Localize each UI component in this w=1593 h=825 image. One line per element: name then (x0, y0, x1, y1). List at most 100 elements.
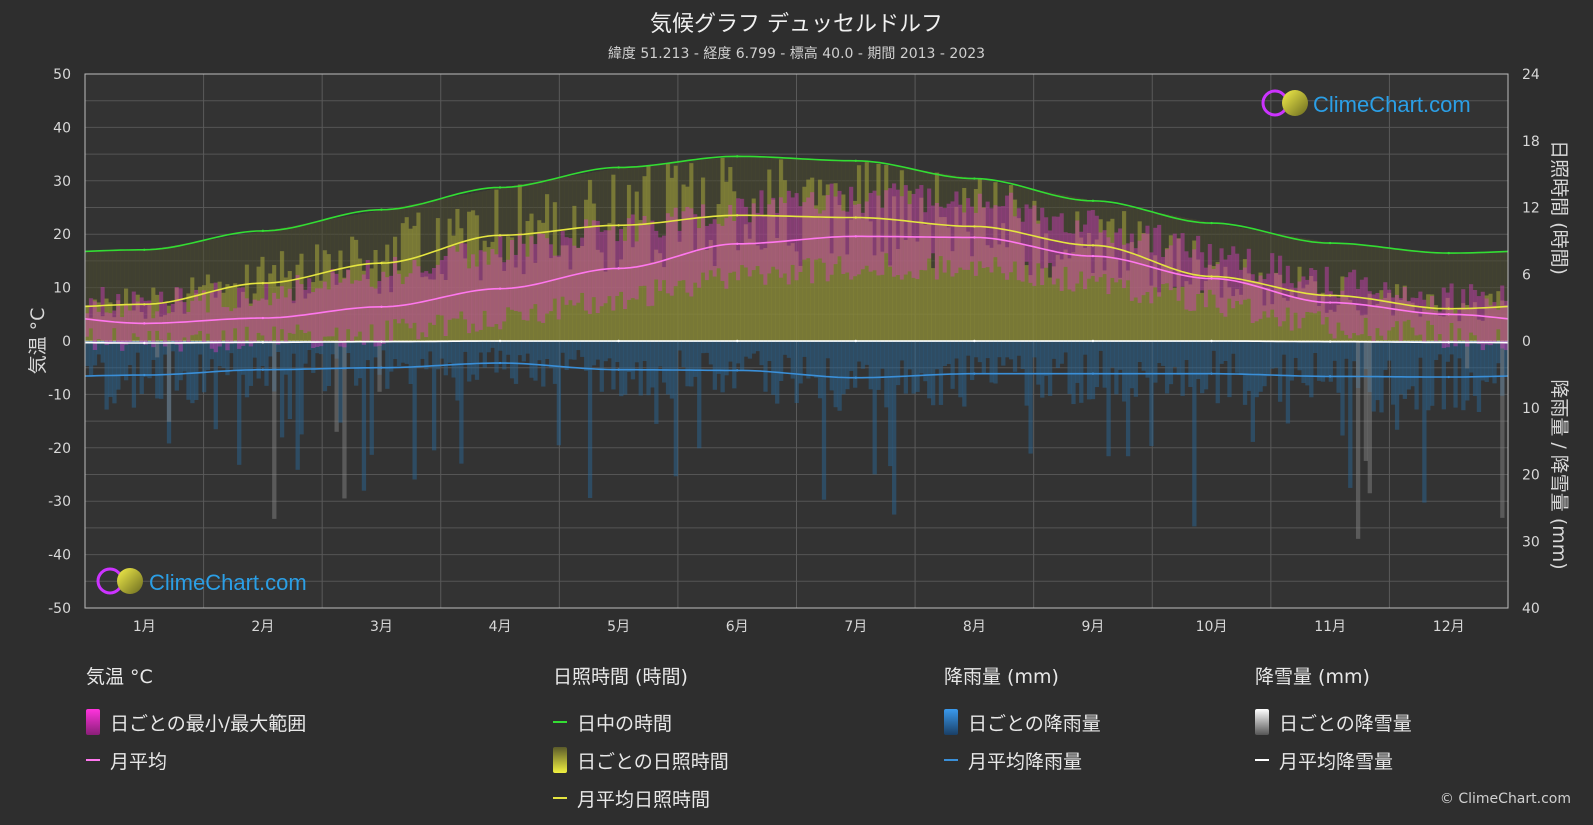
sunshine-bar (794, 251, 799, 341)
rain-bar (1480, 341, 1486, 381)
daylight-bar (661, 163, 667, 341)
sunshine-bar (194, 293, 199, 341)
rain-bar (233, 341, 238, 371)
temp-range-bar (1293, 288, 1298, 313)
temp-range-bar (782, 203, 788, 274)
temp-range-bar (1075, 220, 1080, 284)
temp-range-bar (272, 292, 277, 327)
series-line-temperature-point (261, 316, 265, 320)
rain-bar (252, 341, 257, 358)
sunshine-bar (1071, 252, 1076, 341)
temp-range-bar (1223, 259, 1228, 317)
temp-range-bar (977, 193, 983, 262)
sunshine-bar (677, 241, 682, 341)
rain-bar (611, 341, 616, 390)
rain-bar (923, 341, 928, 382)
snow-bar (334, 341, 339, 432)
rain-bar (1231, 341, 1236, 354)
temp-range-bar (642, 215, 647, 286)
rain-bar (1133, 341, 1139, 397)
sunshine-bar (100, 316, 105, 341)
rain-bar (225, 341, 230, 376)
temp-range-bar (1235, 253, 1240, 302)
rain-bar (747, 341, 753, 359)
rain-bar (591, 341, 597, 366)
sunshine-bar (1238, 294, 1244, 341)
brand-logo-top[interactable]: ClimeChart.com (1261, 89, 1471, 117)
rain-bar (607, 341, 612, 359)
sunshine-bar (1320, 292, 1326, 341)
rain-bar (256, 341, 261, 379)
brand-logo-bottom[interactable]: ClimeChart.com (96, 567, 307, 595)
sunshine-bar (704, 250, 710, 341)
sunshine-bar (439, 274, 445, 341)
series-line-snow-point (1328, 340, 1332, 343)
sunshine-bar (1063, 249, 1068, 341)
legend-daily-rain: 日ごとの降雨量 (944, 703, 1101, 741)
rain-bar (966, 341, 971, 356)
temp-range-bar (962, 212, 967, 270)
daylight-bar (96, 251, 101, 341)
sunshine-bar (1270, 304, 1275, 341)
rain-bar (1250, 341, 1255, 442)
temp-range-bar (1488, 305, 1493, 346)
rain-bar (1274, 341, 1279, 368)
temp-range-bar (681, 211, 686, 281)
sunshine-bar (198, 286, 203, 341)
series-line-daylight-point (854, 159, 857, 162)
series-line-daylight-point (1328, 241, 1332, 245)
series-line-daylight-point (380, 208, 383, 211)
sunshine-bar (373, 250, 378, 341)
sunshine-bar (619, 259, 624, 341)
sunshine-bar (673, 165, 678, 341)
daylight-bar (1040, 190, 1045, 341)
snow-bar (272, 341, 277, 519)
daylight-bar (1457, 252, 1462, 341)
rain-bar (1145, 341, 1150, 378)
rain-bar (1094, 341, 1100, 388)
rain-bar (217, 341, 222, 367)
daylight-bar (1504, 251, 1509, 341)
temp-range-bar (318, 288, 324, 347)
rain-bar (287, 341, 293, 419)
sunshine-bar (1036, 220, 1041, 341)
daylight-bar (1336, 243, 1341, 341)
rain-bar (248, 341, 254, 386)
brand-logo-top-text: ClimeChart.com (1313, 92, 1471, 117)
temp-range-bar (533, 244, 538, 305)
legend-mean-sunshine-label: 月平均日照時間 (577, 788, 711, 811)
daylight-bar (377, 210, 382, 341)
rain-bar (856, 341, 862, 362)
temp-range-bar (665, 213, 671, 294)
temp-range-bar (408, 273, 413, 329)
daylight-bar (1453, 252, 1458, 341)
temp-range-bar (525, 256, 530, 321)
sunshine-bar (747, 238, 753, 341)
rain-bar (1484, 341, 1489, 382)
rain-bar (1242, 341, 1248, 405)
temp-range-bar (595, 221, 601, 314)
temp-range-bar (853, 204, 858, 277)
series-line-rain-point (143, 373, 146, 377)
sunshine-bar (135, 294, 140, 341)
sunshine-bar (1289, 288, 1294, 341)
legend-rain-heading: 降雨量 (mm) (944, 666, 1059, 688)
sunshine-bar (950, 251, 955, 341)
sunshine-bar (1246, 273, 1252, 341)
temp-range-bar (1176, 238, 1181, 301)
temp-range-bar (1476, 296, 1482, 345)
rain-bar (509, 341, 515, 379)
temp-range-bar (1196, 235, 1201, 295)
daylight-bar (264, 230, 269, 341)
rain-bar (580, 341, 585, 357)
sunshine-bar (763, 248, 768, 341)
temp-range-bar (685, 206, 690, 293)
sunshine-bar (1168, 235, 1174, 341)
temp-range-bar (1122, 244, 1127, 289)
rain-bar (1387, 341, 1392, 361)
x-tick-label: 11月 (1314, 619, 1346, 635)
sunshine-bar (1020, 243, 1025, 341)
series-line-rain-point (380, 366, 383, 369)
rain-bar (603, 341, 608, 362)
temp-range-bar (240, 287, 246, 346)
